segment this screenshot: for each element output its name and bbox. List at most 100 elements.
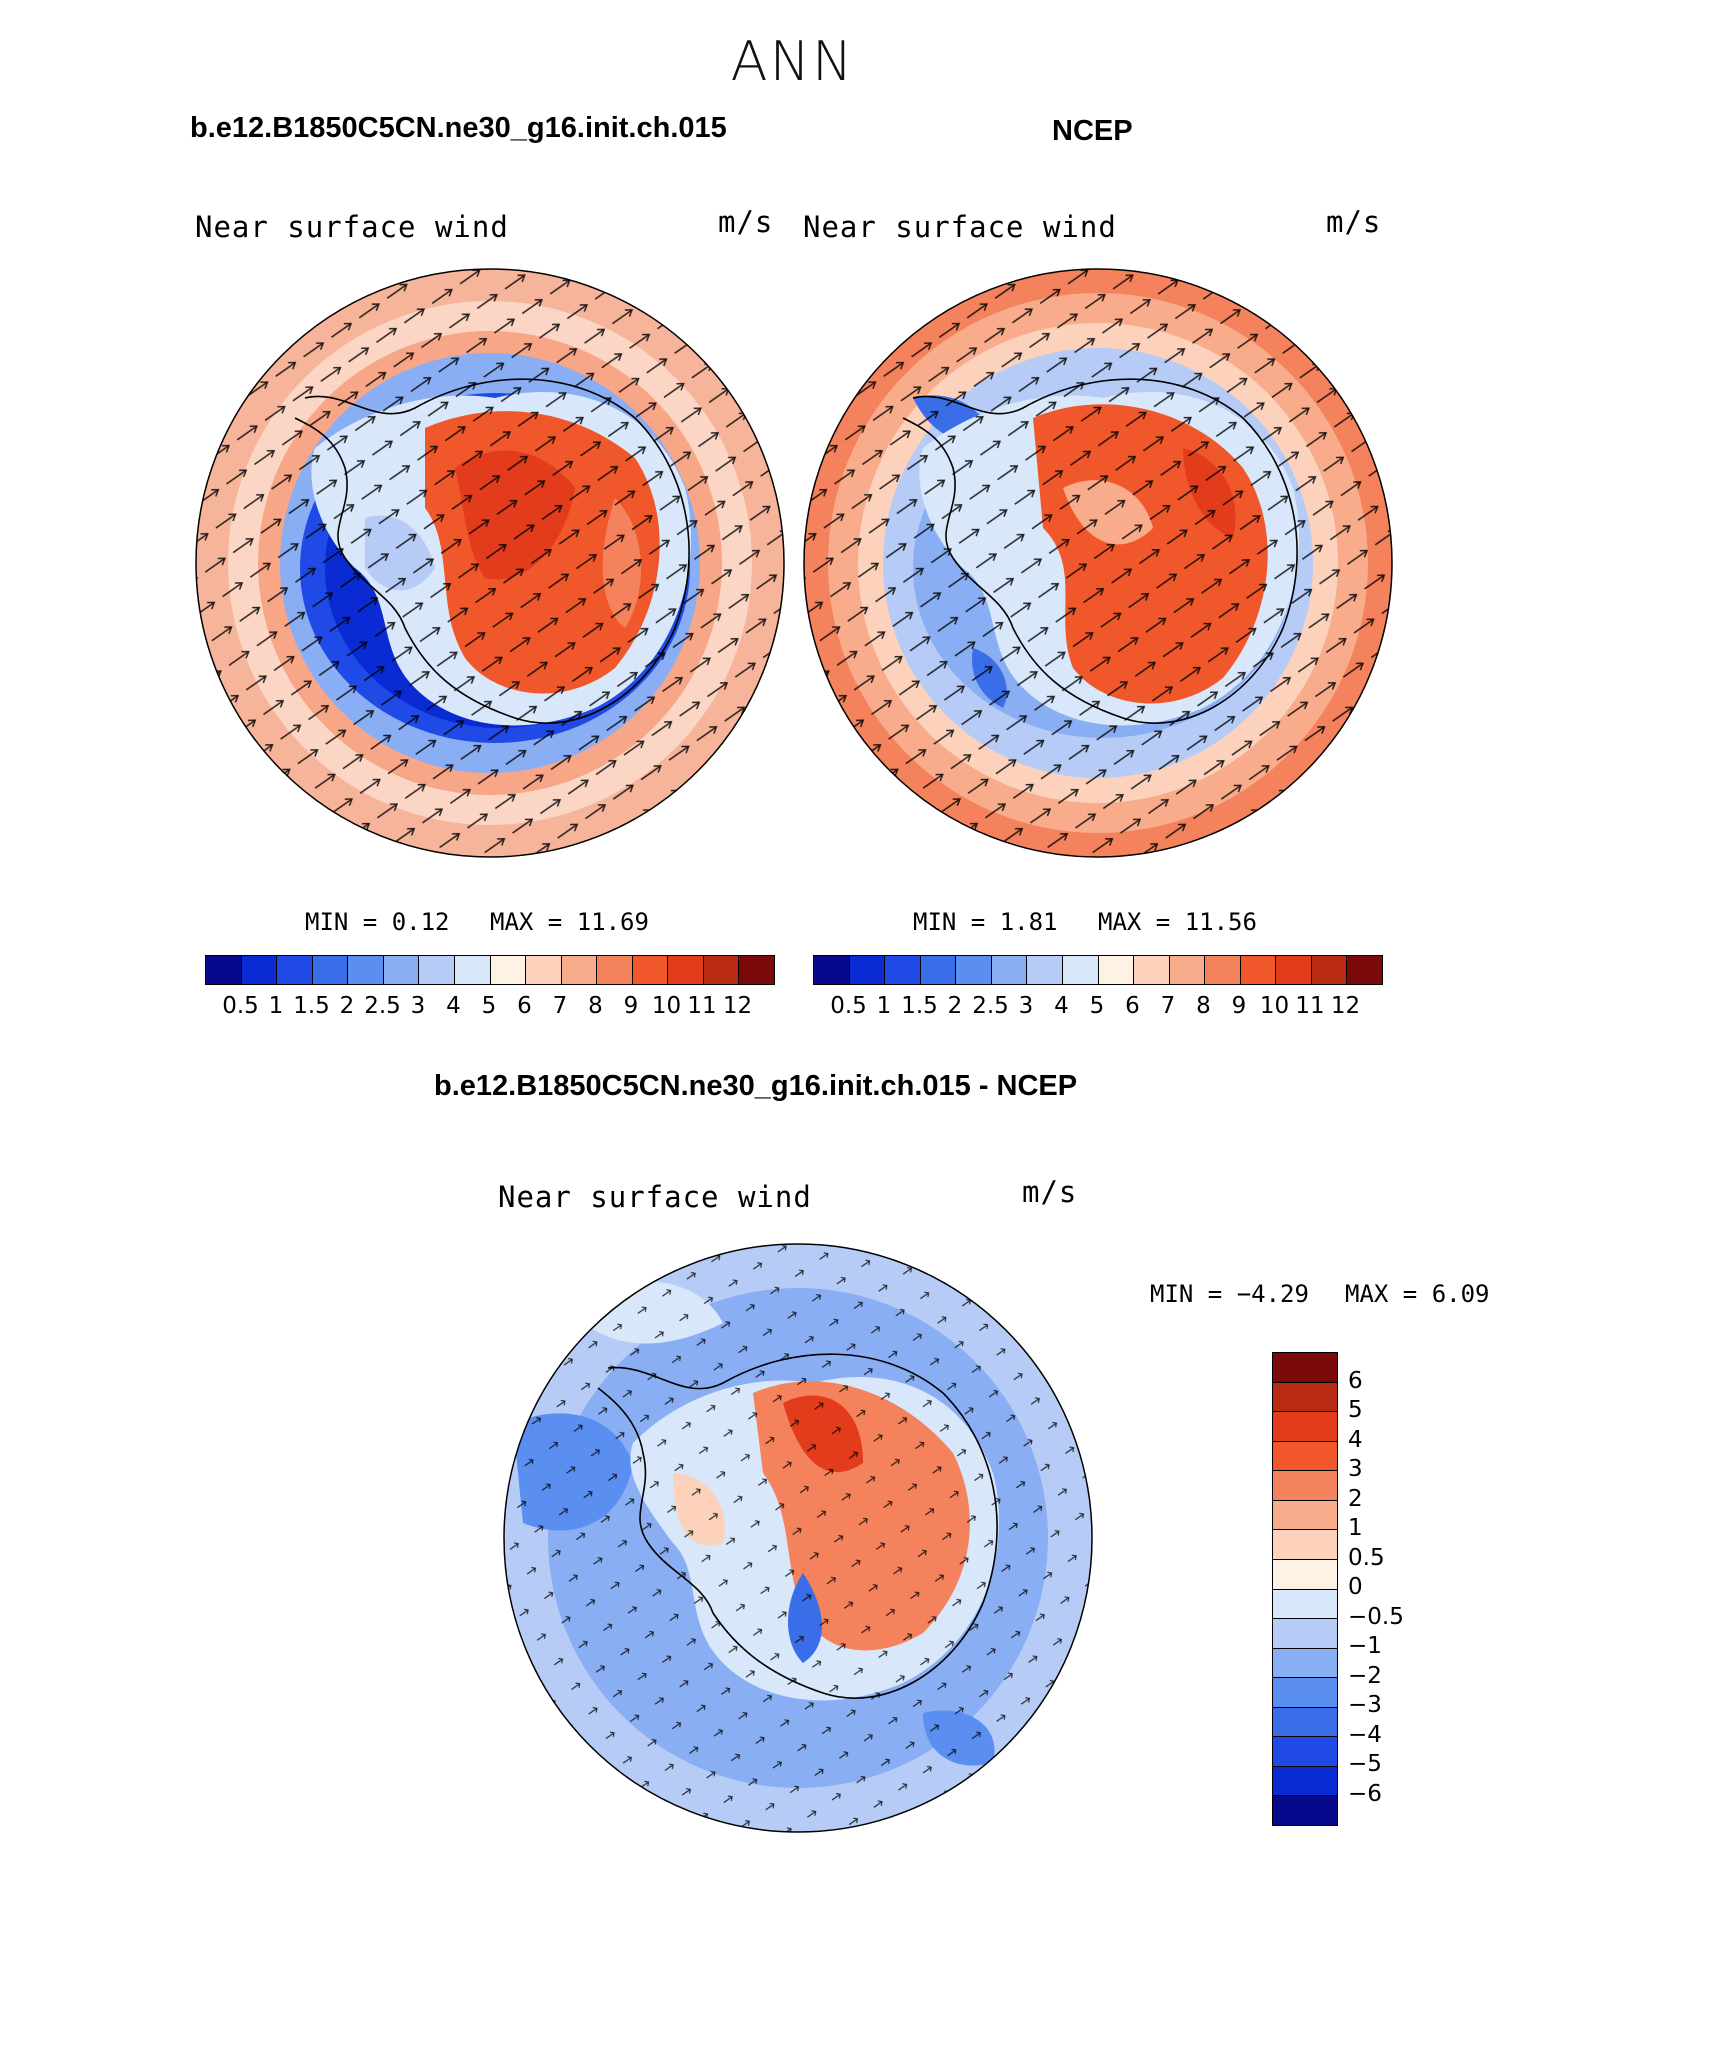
panel3-max-label: MAX = 6.09 xyxy=(1345,1280,1490,1308)
panel2-colorbar-tick-label: 10 xyxy=(1259,993,1290,1019)
panel1-colorbar-swatch xyxy=(490,956,527,984)
panel2-colorbar-swatch xyxy=(991,956,1028,984)
panel3-colorbar-tick-label: 0.5 xyxy=(1348,1544,1385,1571)
panel1-colorbar-tick-label: 9 xyxy=(623,993,639,1019)
panel3-coastline xyxy=(597,1353,998,1699)
panel1-colorbar-swatch xyxy=(597,956,633,984)
panel3-polar-map xyxy=(503,1243,1093,1833)
panel3-colorbar-swatch xyxy=(1273,1530,1337,1560)
panel2-colorbar-tick-label: 2.5 xyxy=(972,993,1009,1019)
panel3-colorbar-swatch xyxy=(1273,1589,1337,1620)
panel2-case-title: NCEP xyxy=(1052,115,1133,147)
panel2-colorbar-swatch xyxy=(920,956,957,984)
panel1-units: m/s xyxy=(718,205,774,239)
panel2-colorbar-swatch xyxy=(1347,956,1382,984)
panel2-colorbar-tick-label: 12 xyxy=(1330,993,1361,1019)
panel2-colorbar-tick-label: 1 xyxy=(876,993,892,1019)
panel1-max-label: MAX = 11.69 xyxy=(490,908,649,936)
panel3-colorbar-swatch xyxy=(1273,1353,1337,1383)
panel2-colorbar-tick-label: 5 xyxy=(1089,993,1105,1019)
panel2-colorbar-swatch xyxy=(956,956,992,984)
panel3-colorbar-tick-label: −6 xyxy=(1348,1780,1382,1807)
panel1-colorbar-swatch xyxy=(632,956,669,984)
panel2-colorbar-tick-label: 1.5 xyxy=(901,993,938,1019)
panel1-colorbar-swatch xyxy=(526,956,562,984)
panel2-colorbar-tick-label: 6 xyxy=(1125,993,1140,1019)
panel2-polar-map xyxy=(803,268,1393,858)
panel3-min-label: MIN = −4.29 xyxy=(1150,1280,1309,1308)
panel1-colorbar-tick-label: 10 xyxy=(651,993,682,1019)
panel2-colorbar-swatch xyxy=(1062,956,1099,984)
panel1-colorbar-swatch xyxy=(241,956,278,984)
panel1-colorbar xyxy=(205,955,775,985)
panel3-colorbar-tick-label: −5 xyxy=(1348,1751,1382,1777)
panel1-min-label: MIN = 0.12 xyxy=(305,908,450,936)
panel1-colorbar-tick-label: 12 xyxy=(722,993,753,1019)
panel2-colorbar-tick-label: 0.5 xyxy=(830,993,867,1019)
panel2-colorbar-swatch xyxy=(849,956,886,984)
panel2-units: m/s xyxy=(1326,205,1382,239)
panel3-colorbar-swatch xyxy=(1273,1678,1337,1708)
panel2-variable-label: Near surface wind xyxy=(803,210,1117,244)
page-title: ANN xyxy=(730,30,855,93)
panel3-units: m/s xyxy=(1022,1175,1078,1209)
panel1-variable-label: Near surface wind xyxy=(195,210,509,244)
panel2-colorbar xyxy=(813,955,1383,985)
panel3-colorbar-swatch xyxy=(1273,1382,1337,1413)
panel3-colorbar-tick-label: 6 xyxy=(1348,1367,1363,1394)
panel3-case-title: b.e12.B1850C5CN.ne30_g16.init.ch.015 - N… xyxy=(434,1070,1078,1102)
panel3-colorbar-swatch xyxy=(1273,1471,1337,1501)
panel3-variable-label: Near surface wind xyxy=(498,1180,812,1214)
panel1-colorbar-tick-label: 6 xyxy=(517,993,532,1019)
panel2-colorbar-swatch xyxy=(1276,956,1312,984)
panel1-colorbar-tick-label: 5 xyxy=(481,993,497,1019)
panel3-colorbar-tick-label: 2 xyxy=(1348,1485,1363,1512)
panel2-colorbar-swatch xyxy=(1169,956,1206,984)
panel3-colorbar-tick-label: 1 xyxy=(1348,1515,1363,1541)
panel2-colorbar-swatch xyxy=(1240,956,1277,984)
panel1-colorbar-tick-label: 11 xyxy=(687,993,717,1019)
panel2-colorbar-tick-label: 4 xyxy=(1054,993,1069,1019)
panel1-colorbar-swatch xyxy=(312,956,349,984)
panel1-colorbar-swatch xyxy=(703,956,740,984)
panel2-colorbar-tick-label: 3 xyxy=(1018,993,1034,1019)
panel1-colorbar-swatch xyxy=(383,956,420,984)
panel1-colorbar-swatch xyxy=(561,956,598,984)
panel3-colorbar-swatch xyxy=(1273,1737,1337,1767)
panel3-colorbar-swatch xyxy=(1273,1766,1337,1797)
panel1-colorbar-swatch xyxy=(277,956,313,984)
panel1-colorbar-swatch xyxy=(454,956,491,984)
panel3-colorbar-tick-label: −4 xyxy=(1348,1721,1382,1748)
panel1-colorbar-tick-label: 1 xyxy=(268,993,284,1019)
panel3-colorbar-swatch xyxy=(1273,1648,1337,1679)
panel1-colorbar-swatch xyxy=(206,956,242,984)
panel2-colorbar-tick-label: 9 xyxy=(1231,993,1247,1019)
panel1-colorbar-tick-label: 1.5 xyxy=(293,993,330,1019)
panel1-colorbar-swatch xyxy=(739,956,774,984)
panel3-colorbar-tick-label: −1 xyxy=(1348,1633,1382,1659)
panel2-colorbar-swatch xyxy=(1098,956,1135,984)
panel1-colorbar-tick-label: 2 xyxy=(339,993,355,1019)
panel1-colorbar-tick-label: 2.5 xyxy=(364,993,401,1019)
panel3-colorbar-swatch xyxy=(1273,1707,1337,1738)
panel3-colorbar xyxy=(1272,1352,1338,1826)
panel1-colorbar-tick-label: 7 xyxy=(552,993,568,1019)
panel3-colorbar-swatch xyxy=(1273,1559,1337,1590)
panel1-colorbar-swatch xyxy=(668,956,704,984)
panel2-colorbar-swatch xyxy=(1205,956,1241,984)
panel3-colorbar-tick-label: −2 xyxy=(1348,1662,1382,1689)
panel2-min-label: MIN = 1.81 xyxy=(913,908,1058,936)
panel1-colorbar-tick-label: 8 xyxy=(588,993,603,1019)
panel1-polar-map xyxy=(195,268,785,858)
panel1-colorbar-swatch xyxy=(419,956,455,984)
panel1-colorbar-tick-label: 0.5 xyxy=(222,993,259,1019)
panel2-colorbar-swatch xyxy=(1311,956,1348,984)
panel3-colorbar-swatch xyxy=(1273,1619,1337,1649)
panel2-colorbar-tick-label: 2 xyxy=(947,993,963,1019)
panel3-colorbar-tick-label: −3 xyxy=(1348,1692,1382,1718)
panel1-case-title: b.e12.B1850C5CN.ne30_g16.init.ch.015 xyxy=(190,112,727,144)
panel3-colorbar-tick-label: 4 xyxy=(1348,1426,1363,1453)
panel3-colorbar-swatch xyxy=(1273,1796,1337,1825)
panel3-colorbar-swatch xyxy=(1273,1441,1337,1472)
panel1-colorbar-swatch xyxy=(348,956,384,984)
